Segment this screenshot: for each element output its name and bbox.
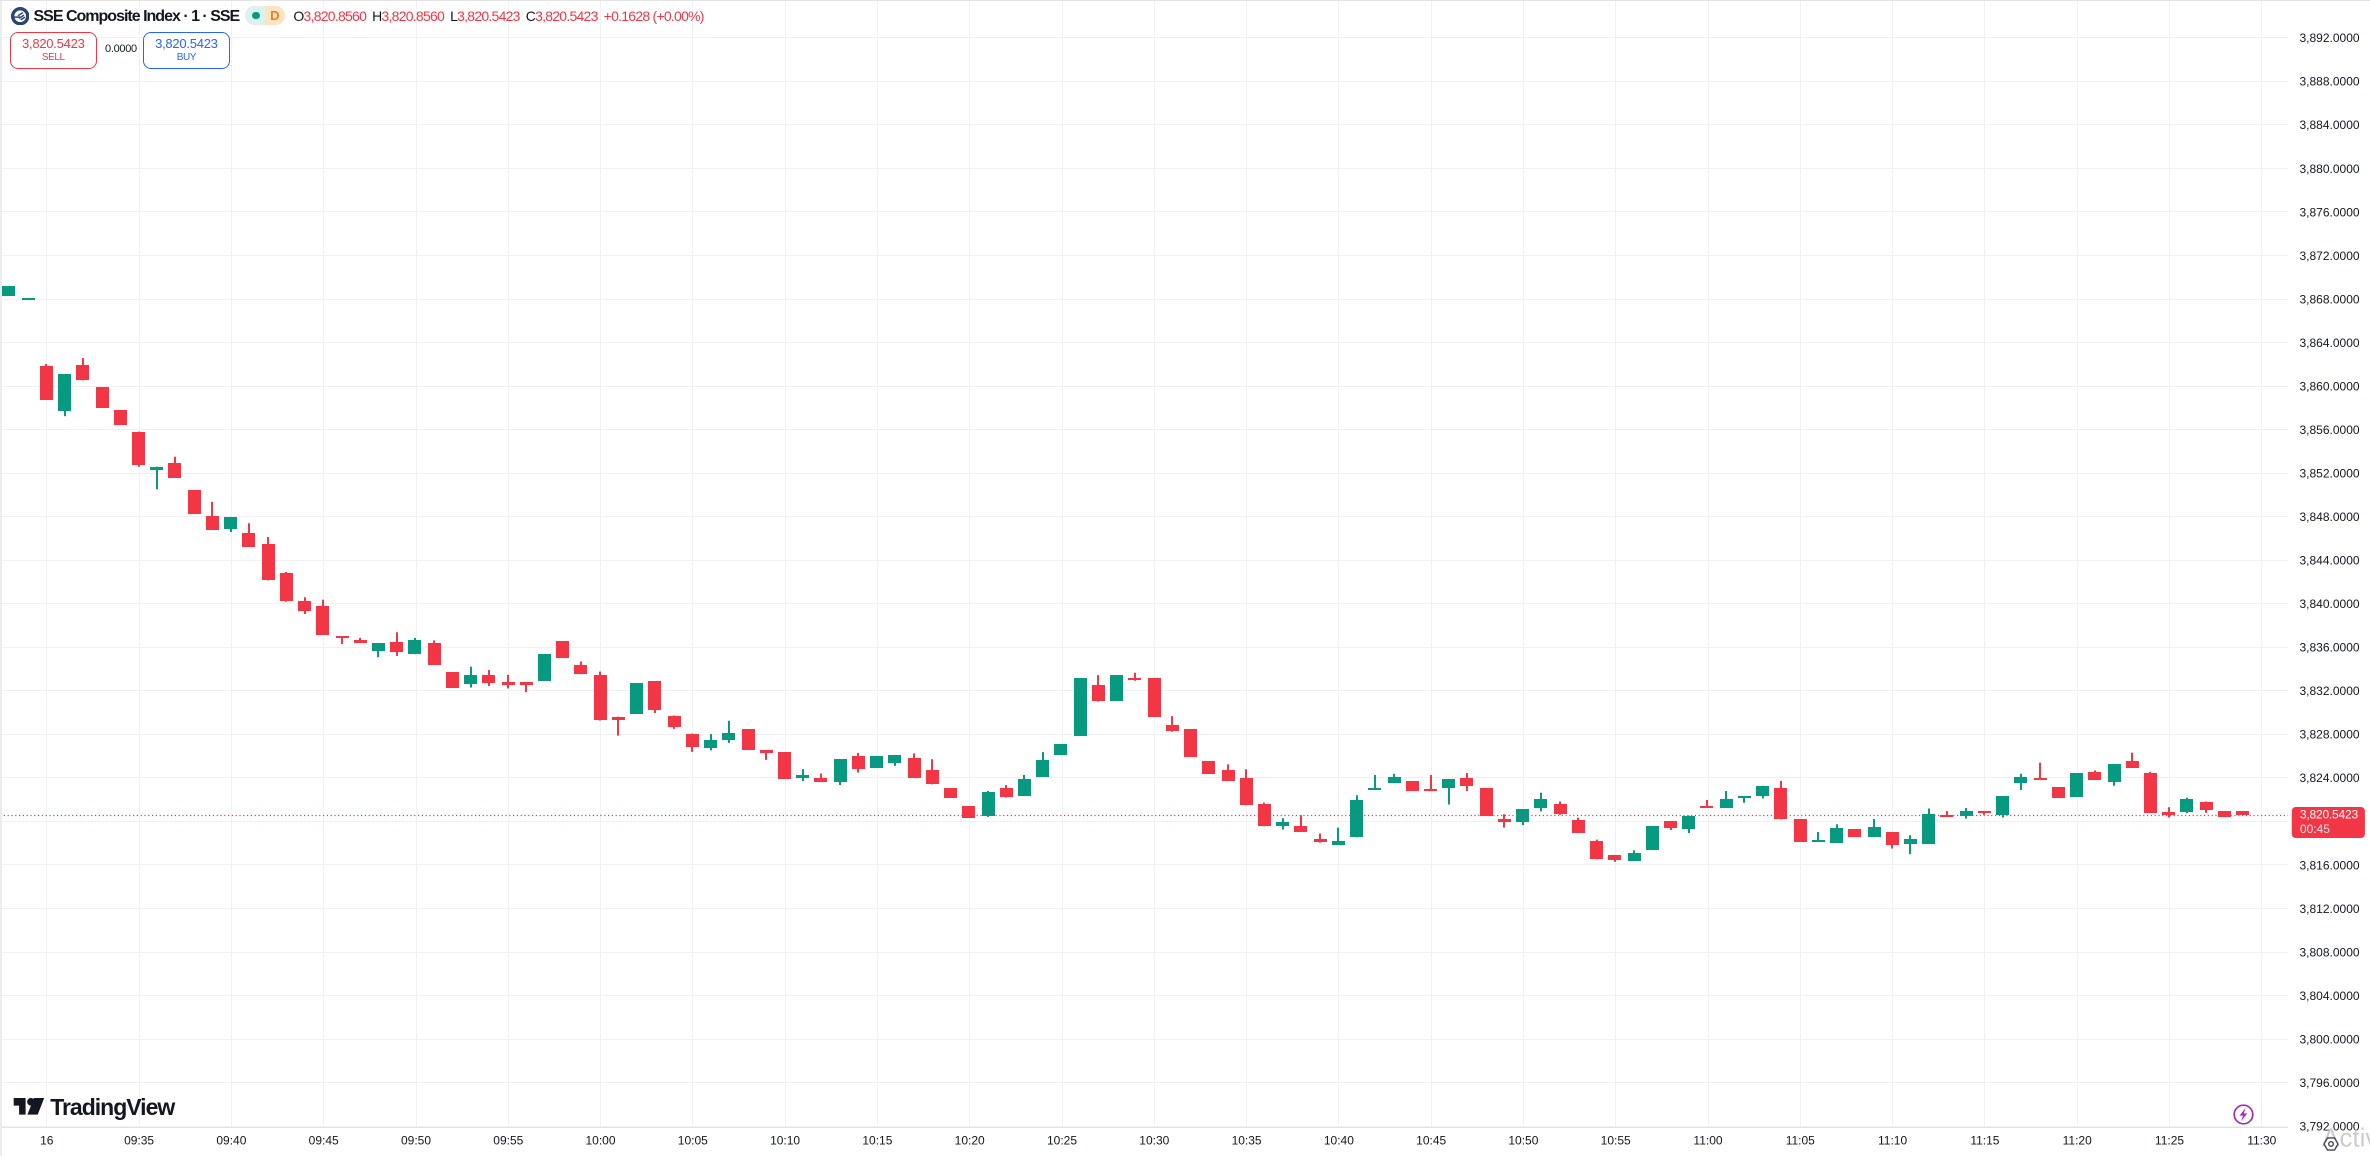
svg-text:3,800.0000: 3,800.0000 bbox=[2300, 1032, 2360, 1046]
svg-text:3,844.0000: 3,844.0000 bbox=[2300, 554, 2360, 568]
svg-text:09:45: 09:45 bbox=[309, 1133, 339, 1147]
svg-text:3,832.0000: 3,832.0000 bbox=[2300, 684, 2360, 698]
svg-text:09:55: 09:55 bbox=[493, 1133, 523, 1147]
svg-text:3,792.0000: 3,792.0000 bbox=[2300, 1120, 2360, 1134]
svg-text:10:15: 10:15 bbox=[862, 1133, 892, 1147]
svg-text:3,820.5423: 3,820.5423 bbox=[2300, 808, 2359, 822]
svg-text:3,888.0000: 3,888.0000 bbox=[2300, 75, 2360, 89]
svg-text:3,892.0000: 3,892.0000 bbox=[2300, 31, 2360, 45]
svg-text:3,860.0000: 3,860.0000 bbox=[2300, 379, 2360, 393]
svg-text:11:30: 11:30 bbox=[2247, 1133, 2276, 1147]
svg-text:09:35: 09:35 bbox=[124, 1133, 154, 1147]
svg-text:10:25: 10:25 bbox=[1047, 1133, 1077, 1147]
svg-text:10:50: 10:50 bbox=[1508, 1133, 1538, 1147]
svg-text:3,880.0000: 3,880.0000 bbox=[2300, 162, 2360, 176]
svg-text:3,868.0000: 3,868.0000 bbox=[2300, 292, 2360, 306]
svg-text:3,796.0000: 3,796.0000 bbox=[2300, 1076, 2360, 1090]
svg-text:11:25: 11:25 bbox=[2155, 1133, 2184, 1147]
svg-text:00:45: 00:45 bbox=[2300, 822, 2330, 836]
svg-text:10:20: 10:20 bbox=[955, 1133, 985, 1147]
svg-text:3,852.0000: 3,852.0000 bbox=[2300, 467, 2360, 481]
svg-text:11:20: 11:20 bbox=[2063, 1133, 2092, 1147]
svg-text:3,876.0000: 3,876.0000 bbox=[2300, 205, 2360, 219]
svg-text:11:00: 11:00 bbox=[1693, 1133, 1722, 1147]
svg-text:10:35: 10:35 bbox=[1232, 1133, 1262, 1147]
svg-text:3,840.0000: 3,840.0000 bbox=[2300, 597, 2360, 611]
svg-text:10:30: 10:30 bbox=[1139, 1133, 1169, 1147]
svg-text:3,808.0000: 3,808.0000 bbox=[2300, 945, 2360, 959]
svg-text:3,816.0000: 3,816.0000 bbox=[2300, 858, 2360, 872]
svg-text:11:15: 11:15 bbox=[1970, 1133, 1999, 1147]
svg-text:3,848.0000: 3,848.0000 bbox=[2300, 510, 2360, 524]
svg-text:3,856.0000: 3,856.0000 bbox=[2300, 423, 2360, 437]
svg-text:3,864.0000: 3,864.0000 bbox=[2300, 336, 2360, 350]
svg-text:TradingView: TradingView bbox=[50, 1094, 175, 1120]
svg-text:10:45: 10:45 bbox=[1416, 1133, 1446, 1147]
svg-text:16: 16 bbox=[40, 1133, 54, 1147]
svg-text:10:55: 10:55 bbox=[1601, 1133, 1631, 1147]
svg-text:11:10: 11:10 bbox=[1878, 1133, 1907, 1147]
svg-text:3,812.0000: 3,812.0000 bbox=[2300, 902, 2360, 916]
svg-text:3,828.0000: 3,828.0000 bbox=[2300, 728, 2360, 742]
svg-text:10:40: 10:40 bbox=[1324, 1133, 1354, 1147]
svg-text:3,884.0000: 3,884.0000 bbox=[2300, 118, 2360, 132]
svg-text:11:05: 11:05 bbox=[1786, 1133, 1815, 1147]
svg-text:3,824.0000: 3,824.0000 bbox=[2300, 771, 2360, 785]
svg-text:10:10: 10:10 bbox=[770, 1133, 800, 1147]
svg-text:10:00: 10:00 bbox=[585, 1133, 615, 1147]
svg-text:10:05: 10:05 bbox=[678, 1133, 708, 1147]
svg-text:3,836.0000: 3,836.0000 bbox=[2300, 641, 2360, 655]
svg-text:3,804.0000: 3,804.0000 bbox=[2300, 989, 2360, 1003]
svg-text:3,872.0000: 3,872.0000 bbox=[2300, 249, 2360, 263]
svg-text:09:40: 09:40 bbox=[216, 1133, 246, 1147]
svg-text:09:50: 09:50 bbox=[401, 1133, 431, 1147]
